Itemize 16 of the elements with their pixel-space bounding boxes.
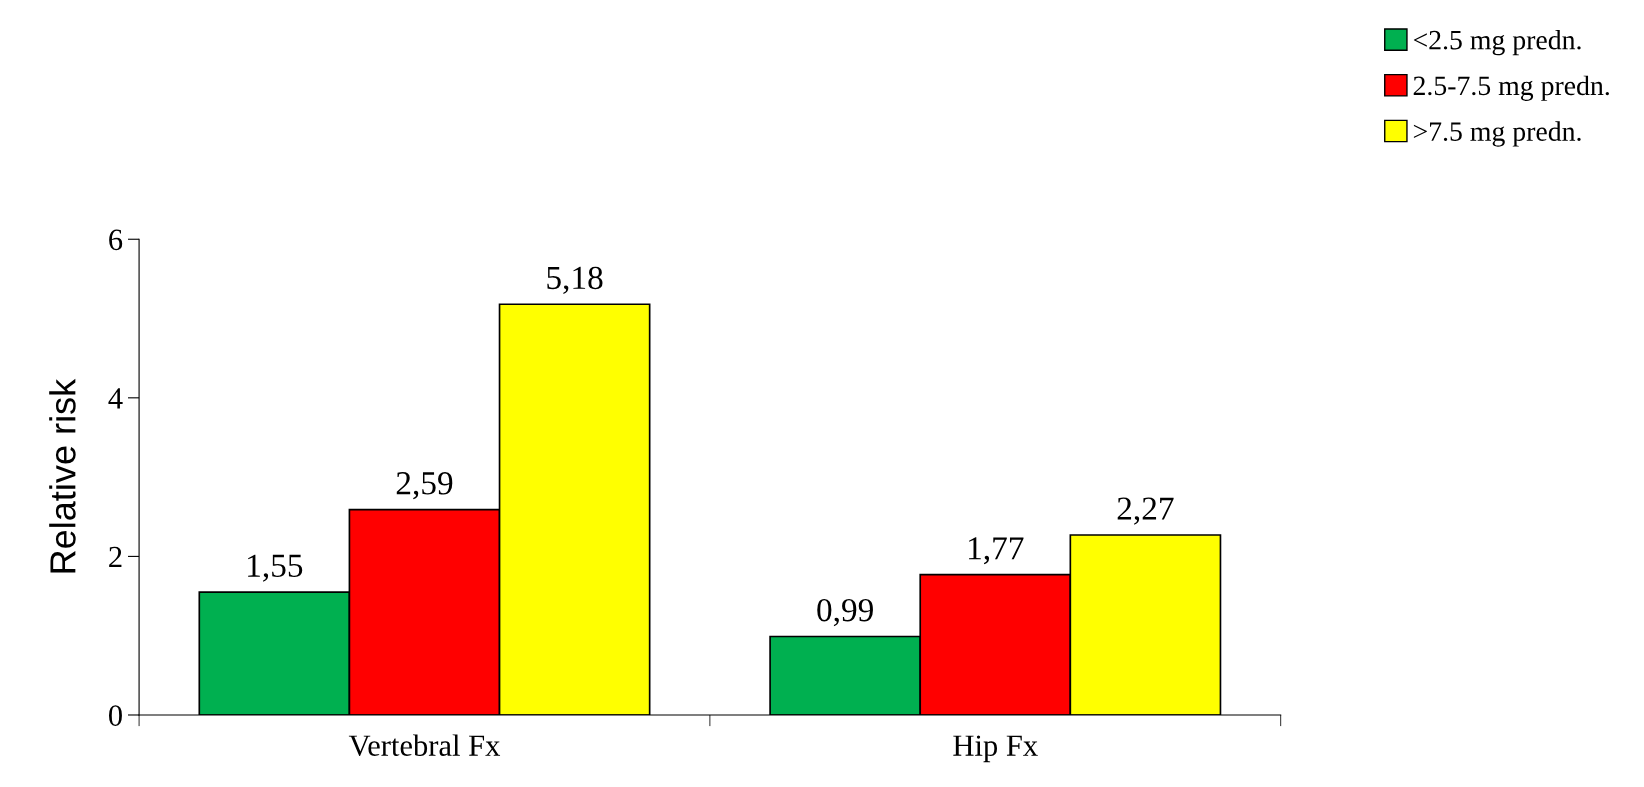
y-axis-title: Relative risk — [49, 378, 76, 573]
data-label: 0,99 — [817, 598, 873, 627]
legend-label: <2.5 mg predn. — [1413, 29, 1581, 56]
legend-label: >7.5 mg predn. — [1413, 121, 1581, 147]
y-tick-label: 4 — [108, 388, 123, 409]
data-label: 2,59 — [396, 472, 453, 500]
legend-label: 2.5-7.5 mg predn. — [1413, 75, 1609, 101]
y-tick-label: 6 — [109, 229, 123, 251]
x-tick-label: Vertebral Fx — [348, 734, 501, 757]
data-label: 5,18 — [547, 266, 603, 294]
y-tick-label: 0 — [109, 705, 122, 726]
data-label: 1,77 — [969, 537, 1024, 565]
x-tick-label: Hip Fx — [953, 735, 1038, 763]
data-label: 1,55 — [248, 554, 303, 582]
y-tick-label: 2 — [109, 546, 122, 568]
data-label: 2,27 — [1117, 497, 1174, 525]
